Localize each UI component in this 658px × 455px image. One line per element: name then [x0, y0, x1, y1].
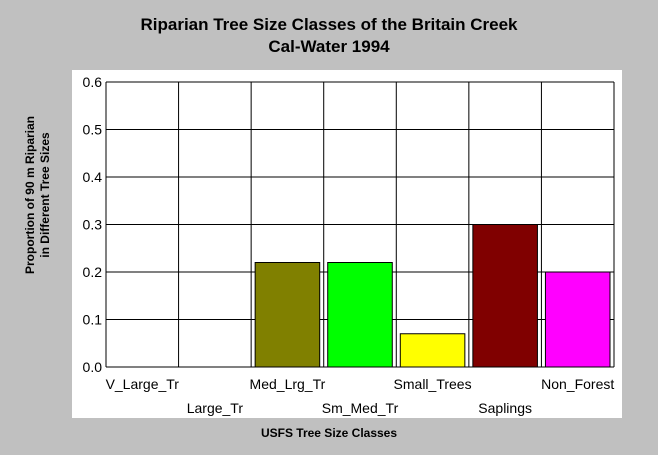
bar-non-forest: [544, 271, 611, 368]
x-tick-label: Non_Forest: [541, 376, 614, 392]
y-tick-label: 0.1: [83, 312, 103, 328]
chart-subtitle: Cal-Water 1994: [268, 37, 390, 56]
x-axis-label: USFS Tree Size Classes: [260, 426, 398, 440]
bar-saplings: [472, 224, 538, 368]
x-tick-label: Med_Lrg_Tr: [250, 376, 326, 392]
x-tick-label: Small_Trees: [394, 376, 472, 392]
y-tick-label: 0.5: [83, 122, 103, 138]
y-tick-label: 0.4: [83, 169, 103, 185]
x-tick-label: Sm_Med_Tr: [322, 400, 399, 416]
bar-med-lrg-tr: [254, 262, 321, 368]
y-tick-label: 0.6: [83, 74, 103, 90]
bar-sm-med-tr: [327, 262, 393, 368]
bar-small-trees: [399, 333, 466, 368]
x-tick-label: Large_Tr: [187, 400, 244, 416]
x-tick-label: Saplings: [478, 400, 532, 416]
chart-title-line1: Riparian Tree Size Classes of the Britai…: [140, 15, 518, 34]
y-tick-label: 0.3: [83, 217, 103, 233]
y-tick-label: 0.0: [83, 359, 103, 375]
y-tick-label: 0.2: [83, 264, 103, 280]
x-tick-label: V_Large_Tr: [106, 376, 180, 392]
chart-title: Riparian Tree Size Classes of the Britai…: [0, 14, 658, 58]
